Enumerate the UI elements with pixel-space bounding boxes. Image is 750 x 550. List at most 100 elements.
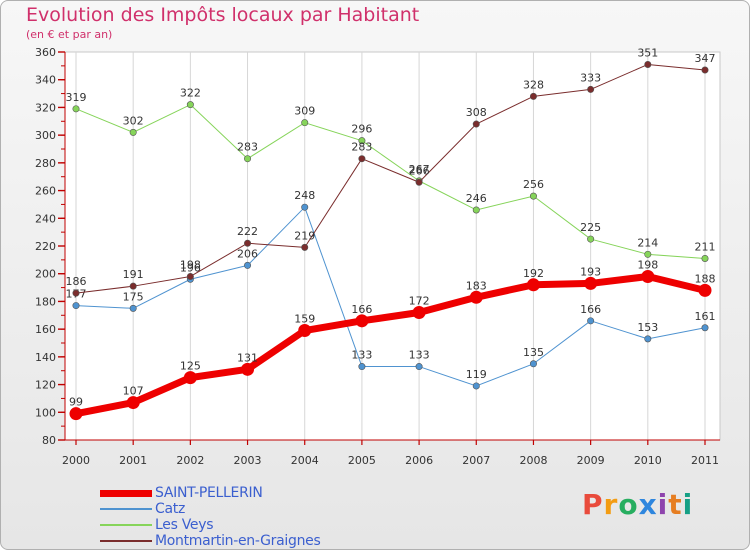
point-les-veys (701, 254, 709, 262)
point-catz (644, 335, 652, 343)
point-montmartin-en-graignes (186, 272, 194, 280)
x-tick-label: 2000 (62, 454, 90, 467)
y-tick-label: 160 (35, 323, 56, 336)
data-label-montmartin-en-graignes: 328 (523, 78, 544, 91)
data-label-catz: 248 (294, 189, 315, 202)
point-saint-pellerin (641, 269, 655, 283)
data-label-les-veys: 246 (466, 192, 487, 205)
point-les-veys (72, 105, 80, 113)
point-saint-pellerin (469, 290, 483, 304)
data-label-montmartin-en-graignes: 219 (294, 229, 315, 242)
chart-title: Evolution des Impôts locaux par Habitant (26, 4, 420, 26)
legend-swatch-saint-pellerin (100, 489, 152, 497)
data-label-les-veys: 283 (237, 141, 258, 154)
plot-area (64, 51, 721, 441)
data-label-montmartin-en-graignes: 333 (580, 71, 601, 84)
x-tick-label: 2007 (462, 454, 490, 467)
chart-subtitle: (en € et par an) (26, 28, 113, 41)
series-line-les-veys (75, 104, 706, 259)
series-line-saint-pellerin (72, 272, 709, 418)
point-montmartin-en-graignes (529, 92, 537, 100)
point-montmartin-en-graignes (415, 178, 423, 186)
x-tick-label: 2011 (691, 454, 719, 467)
point-catz (358, 363, 366, 371)
logo-letter: i (682, 488, 694, 521)
point-saint-pellerin (241, 362, 255, 376)
data-label-catz: 133 (409, 349, 430, 362)
legend-label: Les Veys (155, 517, 214, 533)
point-les-veys (529, 192, 537, 200)
series-line-catz (75, 206, 706, 387)
data-label-montmartin-en-graignes: 266 (409, 164, 430, 177)
y-tick-label: 140 (35, 351, 56, 364)
point-les-veys (358, 137, 366, 145)
legend-item-saint-pellerin: SAINT-PELLERIN (100, 485, 320, 501)
point-les-veys (644, 250, 652, 258)
point-saint-pellerin (126, 396, 140, 410)
y-tick-label: 200 (35, 268, 56, 281)
point-montmartin-en-graignes (129, 282, 137, 290)
point-les-veys (186, 101, 194, 109)
series-line-montmartin-en-graignes (75, 63, 706, 294)
data-label-les-veys: 296 (351, 123, 372, 136)
data-label-les-veys: 267 (409, 163, 430, 176)
point-saint-pellerin (698, 283, 712, 297)
data-label-catz: 196 (180, 261, 201, 274)
data-label-saint-pellerin: 172 (409, 295, 430, 308)
x-tick-label: 2008 (519, 454, 547, 467)
y-tick-label: 320 (35, 101, 56, 114)
data-label-saint-pellerin: 193 (580, 265, 601, 278)
point-montmartin-en-graignes (644, 60, 652, 68)
y-tick-label: 120 (35, 379, 56, 392)
point-catz (701, 324, 709, 332)
point-saint-pellerin (412, 306, 426, 320)
point-catz (415, 363, 423, 371)
data-label-saint-pellerin: 107 (123, 385, 144, 398)
data-label-catz: 166 (580, 303, 601, 316)
point-catz (301, 203, 309, 211)
legend-swatch-montmartin-en-graignes (100, 540, 152, 542)
logo-letter: t (668, 488, 683, 521)
data-label-montmartin-en-graignes: 283 (351, 141, 372, 154)
point-les-veys (301, 119, 309, 127)
x-tick-label: 2001 (119, 454, 147, 467)
point-les-veys (587, 235, 595, 243)
data-label-les-veys: 302 (123, 114, 144, 127)
point-les-veys (244, 155, 252, 163)
data-label-saint-pellerin: 198 (637, 258, 658, 271)
legend-item-les-veys: Les Veys (100, 517, 320, 533)
y-tick-label: 260 (35, 185, 56, 198)
data-label-les-veys: 319 (66, 91, 87, 104)
x-tick-label: 2002 (176, 454, 204, 467)
data-label-catz: 153 (637, 321, 658, 334)
logo-letter: r (603, 488, 619, 521)
point-catz (472, 382, 480, 390)
data-label-saint-pellerin: 99 (69, 396, 83, 409)
data-label-montmartin-en-graignes: 186 (66, 275, 87, 288)
point-les-veys (129, 128, 137, 136)
x-tick-label: 2005 (348, 454, 376, 467)
data-label-saint-pellerin: 192 (523, 267, 544, 280)
data-label-les-veys: 211 (695, 240, 716, 253)
y-tick-label: 80 (42, 434, 56, 447)
data-label-les-veys: 309 (294, 105, 315, 118)
point-catz (529, 360, 537, 368)
point-montmartin-en-graignes (244, 239, 252, 247)
point-les-veys (472, 206, 480, 214)
y-tick-label: 100 (35, 406, 56, 419)
point-catz (129, 304, 137, 312)
data-label-montmartin-en-graignes: 308 (466, 106, 487, 119)
data-label-les-veys: 225 (580, 221, 601, 234)
data-label-saint-pellerin: 131 (237, 351, 258, 364)
x-tick-label: 2006 (405, 454, 433, 467)
data-label-catz: 206 (237, 247, 258, 260)
legend-label: Catz (155, 501, 185, 517)
data-label-montmartin-en-graignes: 198 (180, 258, 201, 271)
point-montmartin-en-graignes (701, 66, 709, 74)
data-label-les-veys: 322 (180, 87, 201, 100)
data-label-saint-pellerin: 166 (351, 303, 372, 316)
legend-item-catz: Catz (100, 501, 320, 517)
y-tick-label: 280 (35, 157, 56, 170)
data-label-catz: 119 (466, 368, 487, 381)
